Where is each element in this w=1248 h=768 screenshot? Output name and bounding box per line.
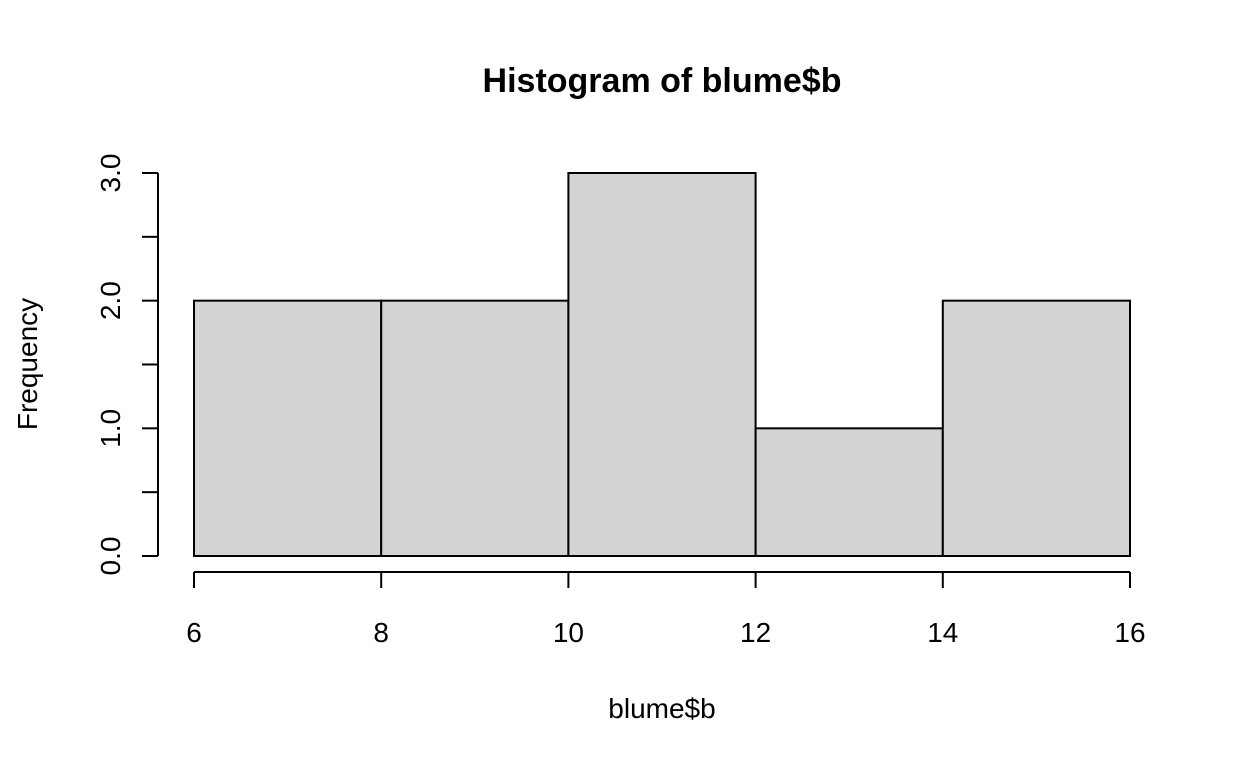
- histogram-bar-4: [754, 427, 944, 558]
- x-tick-label: 10: [553, 617, 584, 648]
- chart-title: Histogram of blume$b: [483, 62, 842, 100]
- x-tick-label: 8: [373, 617, 389, 648]
- y-tick-label: 1.0: [95, 409, 126, 448]
- x-tick-label: 6: [186, 617, 202, 648]
- x-tick-label: 12: [740, 617, 771, 648]
- y-axis: 0.0 1.0 2.0 3.0: [95, 154, 159, 576]
- y-tick-label: 2.0: [95, 281, 126, 320]
- histogram-bar-1: [193, 299, 383, 557]
- histogram-bar-5: [941, 299, 1131, 557]
- y-axis-label: Frequency: [12, 298, 43, 430]
- x-axis: 6 8 10 12 14 16: [186, 571, 1146, 648]
- x-tick-label: 14: [927, 617, 958, 648]
- histogram-bar-3: [567, 172, 757, 557]
- x-tick-label: 16: [1114, 617, 1145, 648]
- y-tick-label: 3.0: [95, 154, 126, 193]
- bars-group: [193, 172, 1131, 558]
- y-tick-label: 0.0: [95, 537, 126, 576]
- x-axis-label: blume$b: [608, 693, 715, 724]
- histogram-bar-2: [380, 299, 570, 557]
